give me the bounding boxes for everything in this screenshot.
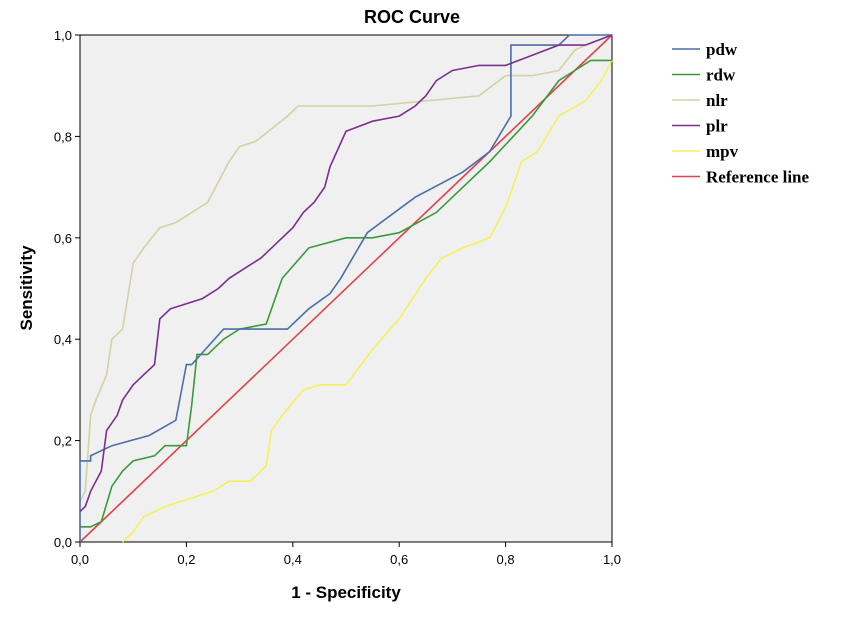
y-tick-label: 0,8 [54,129,72,144]
x-tick-label: 0,2 [177,552,195,567]
legend-label-mpv: mpv [706,142,739,161]
x-axis-label: 1 - Specificity [291,583,401,602]
y-tick-label: 1,0 [54,28,72,43]
y-tick-label: 0,0 [54,535,72,550]
y-tick-label: 0,6 [54,231,72,246]
x-tick-label: 0,8 [497,552,515,567]
y-axis-label: Sensitivity [17,245,36,331]
y-tick-label: 0,4 [54,332,72,347]
legend-label-plr: plr [706,117,728,136]
legend-label-reference-line: Reference line [706,168,810,187]
legend: pdw rdw nlr plr mpv Reference line [672,40,810,187]
series-line-nlr [79,34,613,502]
legend-label-nlr: nlr [706,91,728,110]
axes-layer: 0,0 0,2 0,4 0,6 0,8 1,0 0,0 0,2 0,4 0,6 0,8 1,0 [54,28,621,567]
series-line-reference-line [79,34,613,543]
y-tick-label: 0,2 [54,434,72,449]
series-line-rdw [80,59,612,528]
x-tick-label: 0,4 [284,552,302,567]
series-layer [79,34,613,543]
x-tick-label: 1,0 [603,552,621,567]
series-line-mpv [122,60,613,543]
legend-label-pdw: pdw [706,40,738,59]
chart-title: ROC Curve [364,7,460,27]
series-line-plr [79,34,613,513]
legend-label-rdw: rdw [706,66,736,85]
series-line-pdw [79,34,612,542]
x-tick-label: 0,0 [71,552,89,567]
x-tick-label: 0,6 [390,552,408,567]
